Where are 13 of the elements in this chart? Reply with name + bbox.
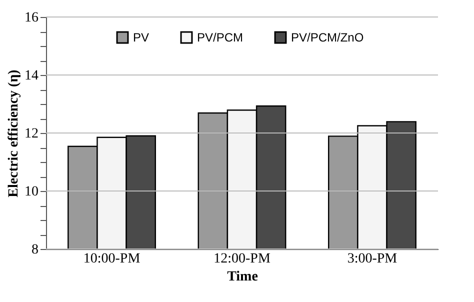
legend-label: PV/PCM [197,30,244,45]
y-tick-label: 16 [24,10,38,26]
legend-label: PV/PCM/ZnO [291,30,364,45]
legend-label: PV [133,30,150,45]
x-axis-title: Time [227,270,258,284]
x-tick-label: 3:00-PM [347,252,398,266]
y-tick-label: 10 [24,184,38,200]
y-tick-label: 12 [24,126,38,142]
x-tick-label: 12:00-PM [214,252,271,266]
y-tick-label: 8 [32,242,38,258]
y-tick-label: 14 [24,68,38,84]
x-tick-label: 10:00-PM [83,252,141,266]
y-axis-title: Electric efficiency (η) [6,69,22,198]
